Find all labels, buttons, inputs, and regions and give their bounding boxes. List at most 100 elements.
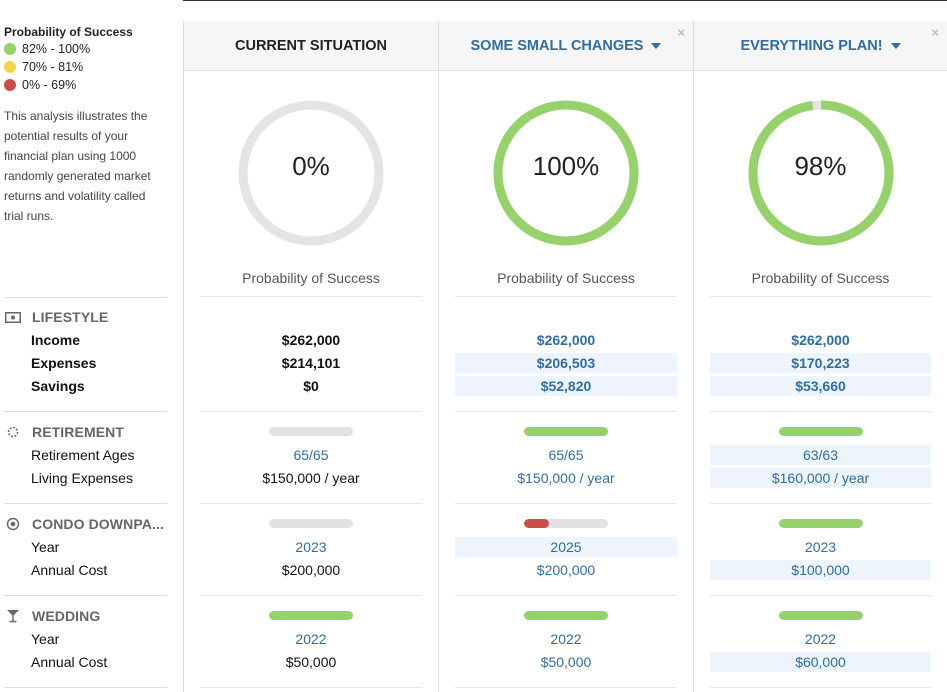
- condo-cost-value[interactable]: $100,000: [710, 560, 931, 580]
- wedding-cost-value[interactable]: $60,000: [710, 652, 931, 672]
- income-value[interactable]: $262,000: [791, 332, 850, 348]
- retirement-progress-bar: [269, 427, 353, 436]
- savings-value[interactable]: $52,820: [455, 376, 677, 396]
- wedding-cost-value[interactable]: $50,000: [540, 654, 592, 670]
- retirement-progress-bar: [524, 427, 608, 436]
- condo-progress-bar: [524, 519, 608, 528]
- legend-item-label: 70% - 81%: [22, 60, 84, 74]
- scenario-header: CURRENT SITUATION: [184, 21, 438, 71]
- target-icon: [4, 517, 22, 531]
- legend-title: Probability of Success: [4, 25, 133, 39]
- close-icon[interactable]: ×: [931, 25, 939, 40]
- divider: [455, 687, 677, 688]
- expenses-value[interactable]: $206,503: [455, 353, 677, 373]
- wedding-progress-bar: [524, 611, 608, 620]
- living-expenses-value[interactable]: $150,000 / year: [517, 470, 615, 486]
- condo-year-value[interactable]: 2025: [455, 537, 677, 557]
- condo-progress-bar: [269, 519, 353, 528]
- divider: [200, 595, 422, 596]
- money-icon: [4, 310, 22, 324]
- divider: [200, 411, 422, 412]
- scenario-dropdown[interactable]: SOME SMALL CHANGES: [439, 21, 693, 71]
- section-divider: [4, 687, 167, 688]
- legend-dot-green-icon: [4, 43, 16, 55]
- divider: [455, 595, 677, 596]
- divider: [455, 411, 677, 412]
- condo-cost-value[interactable]: $200,000: [536, 562, 596, 578]
- scenario-title: EVERYTHING PLAN!: [740, 37, 883, 54]
- row-label-year: Year: [31, 539, 60, 555]
- probability-value: 0%: [292, 151, 330, 181]
- divider: [200, 296, 422, 297]
- scenario-column-current: CURRENT SITUATION 0% Probability of Succ…: [183, 21, 438, 692]
- caret-down-icon: [651, 43, 662, 49]
- probability-value: 100%: [532, 151, 600, 181]
- retirement-ages-value[interactable]: 65/65: [293, 447, 329, 463]
- savings-value[interactable]: $53,660: [710, 376, 931, 396]
- condo-year-value[interactable]: 2023: [295, 539, 327, 555]
- divider: [710, 296, 931, 297]
- section-divider: [4, 297, 167, 298]
- living-expenses-value[interactable]: $160,000 / year: [710, 468, 931, 488]
- scenario-dropdown[interactable]: EVERYTHING PLAN!: [694, 21, 947, 71]
- retirement-ages-value[interactable]: 65/65: [548, 447, 584, 463]
- wedding-progress-bar: [269, 611, 353, 620]
- sidebar: Probability of Success 82% - 100% 70% - …: [0, 0, 183, 692]
- wedding-progress-bar: [778, 611, 863, 620]
- legend-item-low: 0% - 69%: [4, 78, 76, 92]
- income-value[interactable]: $262,000: [536, 332, 596, 348]
- cocktail-glass-icon: [4, 609, 22, 623]
- row-label-living-expenses: Living Expenses: [31, 470, 133, 486]
- section-wedding-header[interactable]: WEDDING: [4, 608, 100, 624]
- row-label-annual-cost: Annual Cost: [31, 562, 108, 578]
- probability-ring: [748, 100, 893, 246]
- wedding-year-value[interactable]: 2022: [804, 631, 837, 647]
- divider: [710, 687, 931, 688]
- probability-value: 98%: [794, 151, 847, 181]
- legend-dot-red-icon: [4, 79, 16, 91]
- row-label-year: Year: [31, 631, 60, 647]
- wedding-year-value[interactable]: 2022: [550, 631, 582, 647]
- legend-item-label: 82% - 100%: [22, 42, 91, 56]
- row-label-retirement-ages: Retirement Ages: [31, 447, 135, 463]
- legend-dot-yellow-icon: [4, 61, 16, 73]
- row-label-expenses: Expenses: [31, 355, 97, 371]
- divider: [200, 687, 422, 688]
- row-label-annual-cost: Annual Cost: [31, 654, 108, 670]
- income-value: $262,000: [281, 332, 341, 348]
- probability-label: Probability of Success: [242, 270, 380, 286]
- divider: [710, 503, 931, 504]
- section-divider: [4, 595, 167, 596]
- divider: [710, 411, 931, 412]
- row-label-savings: Savings: [31, 378, 85, 394]
- scenario-title: CURRENT SITUATION: [235, 37, 387, 54]
- condo-year-value[interactable]: 2023: [804, 539, 837, 555]
- divider: [200, 503, 422, 504]
- section-condo-title: CONDO DOWNPA...: [32, 516, 164, 532]
- section-retirement-header[interactable]: RETIREMENT: [4, 424, 124, 440]
- legend-item-high: 82% - 100%: [4, 42, 90, 56]
- section-lifestyle-header[interactable]: LIFESTYLE: [4, 309, 108, 325]
- condo-cost-value: $200,000: [281, 562, 341, 578]
- wedding-year-value[interactable]: 2022: [295, 631, 327, 647]
- divider: [455, 503, 677, 504]
- wedding-cost-value: $50,000: [285, 654, 337, 670]
- scenario-title: SOME SMALL CHANGES: [470, 37, 644, 54]
- savings-value: $0: [303, 378, 319, 394]
- legend-item-label: 0% - 69%: [22, 78, 77, 92]
- retirement-progress-bar: [778, 427, 863, 436]
- retirement-ages-value[interactable]: 63/63: [710, 445, 931, 465]
- scenario-column-small-changes: SOME SMALL CHANGES × 100% Probability of…: [438, 21, 693, 692]
- scenario-column-everything-plan: EVERYTHING PLAN! × 98% Probability of Su…: [693, 21, 947, 692]
- condo-progress-bar: [778, 519, 863, 528]
- expenses-value[interactable]: $170,223: [710, 353, 931, 373]
- divider: [455, 296, 677, 297]
- close-icon[interactable]: ×: [677, 25, 685, 40]
- divider: [710, 595, 931, 596]
- probability-ring: [493, 100, 639, 246]
- section-divider: [4, 503, 167, 504]
- top-border: [183, 0, 947, 1]
- section-condo-header[interactable]: CONDO DOWNPA...: [4, 516, 164, 532]
- section-divider: [4, 411, 167, 412]
- legend-item-mid: 70% - 81%: [4, 60, 83, 74]
